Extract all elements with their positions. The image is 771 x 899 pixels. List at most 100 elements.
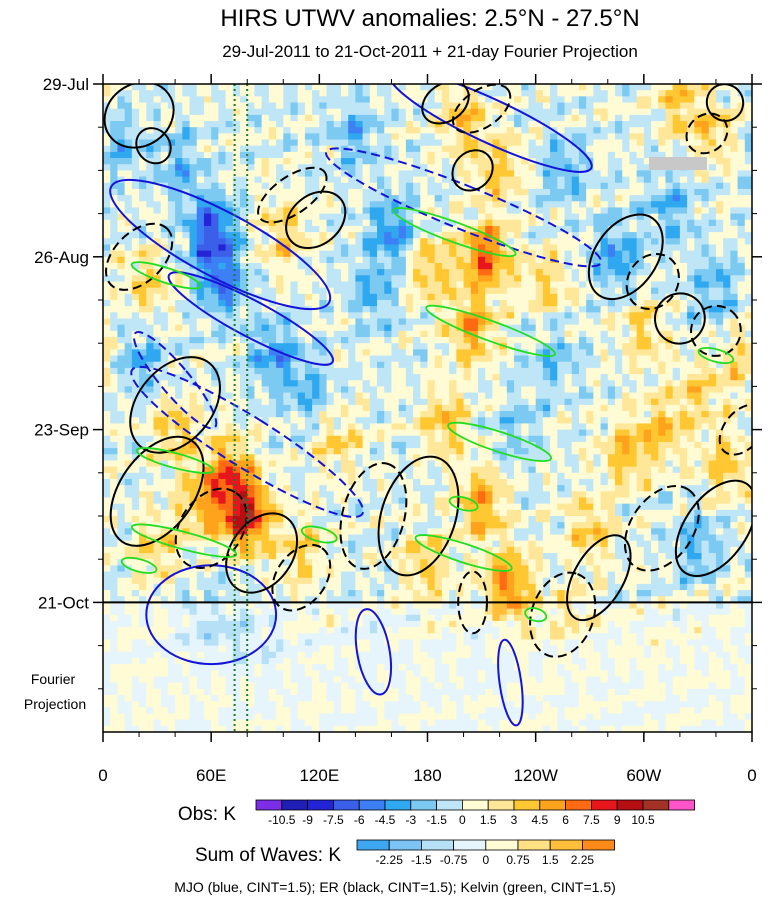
field-cell xyxy=(607,361,616,369)
field-cell xyxy=(196,392,205,400)
field-cell xyxy=(247,90,256,97)
field-cell xyxy=(131,374,140,381)
field-cell xyxy=(355,133,364,141)
field-cell xyxy=(203,330,212,338)
field-cell xyxy=(578,324,587,332)
field-cell xyxy=(131,262,140,270)
field-cell xyxy=(622,139,631,147)
field-cell xyxy=(326,96,335,104)
field-cell xyxy=(723,238,731,246)
field-cell xyxy=(225,417,234,425)
field-cell xyxy=(521,275,530,283)
field-cell xyxy=(304,84,313,91)
field-cell xyxy=(463,306,472,313)
field-cell xyxy=(715,404,724,412)
field-cell xyxy=(600,201,609,209)
field-cell xyxy=(535,102,544,110)
field-cell xyxy=(391,151,400,159)
field-cell xyxy=(672,102,681,110)
field-cell xyxy=(434,355,443,363)
field-cell xyxy=(571,411,580,418)
field-cell xyxy=(247,170,256,178)
field-cell xyxy=(297,337,306,344)
field-cell xyxy=(542,300,551,307)
field-cell xyxy=(312,417,320,425)
field-cell xyxy=(687,330,695,338)
field-cell xyxy=(744,306,752,313)
field-cell xyxy=(261,213,270,221)
field-cell xyxy=(240,312,248,320)
field-cell xyxy=(420,293,429,301)
field-cell xyxy=(586,398,594,406)
field-cell xyxy=(521,343,530,350)
field-cell xyxy=(391,386,400,394)
field-cell xyxy=(391,102,400,110)
field-cell xyxy=(276,355,284,363)
field-cell xyxy=(434,244,443,252)
field-cell xyxy=(312,312,320,320)
field-cell xyxy=(319,287,328,295)
field-cell xyxy=(477,337,486,344)
field-cell xyxy=(203,139,212,147)
field-cell xyxy=(521,386,530,394)
field-cell xyxy=(521,108,530,116)
field-cell xyxy=(146,114,155,122)
field-cell xyxy=(362,404,371,412)
field-cell xyxy=(333,170,342,178)
field-cell xyxy=(485,195,493,202)
field-cell xyxy=(211,133,219,141)
field-cell xyxy=(737,188,746,196)
field-cell xyxy=(153,386,162,394)
field-cell xyxy=(146,96,155,104)
field-cell xyxy=(441,417,450,425)
field-cell xyxy=(369,127,378,134)
field-cell xyxy=(377,127,385,134)
field-cell xyxy=(175,244,183,252)
field-cell xyxy=(196,324,205,332)
field-cell xyxy=(687,417,695,425)
field-cell xyxy=(694,195,703,202)
field-cell xyxy=(103,404,111,412)
field-cell xyxy=(679,108,688,116)
field-cell xyxy=(607,213,616,221)
field-cell xyxy=(211,349,219,357)
field-cell xyxy=(521,256,530,264)
field-cell xyxy=(254,232,263,239)
field-cell xyxy=(506,121,515,128)
field-cell xyxy=(564,219,573,227)
field-cell xyxy=(124,300,133,307)
field-cell xyxy=(240,225,248,233)
field-cell xyxy=(485,96,493,104)
field-cell xyxy=(607,398,616,406)
field-cell xyxy=(701,219,710,227)
field-cell xyxy=(463,250,472,258)
field-cell xyxy=(326,121,335,128)
field-cell xyxy=(463,300,472,307)
field-cell xyxy=(499,306,508,313)
field-cell xyxy=(333,269,342,276)
field-cell xyxy=(326,244,335,252)
field-cell xyxy=(254,404,263,412)
field-cell xyxy=(225,293,234,301)
field-cell xyxy=(485,182,493,190)
field-cell xyxy=(297,417,306,425)
field-cell xyxy=(276,262,284,270)
field-cell xyxy=(744,392,752,400)
field-cell xyxy=(651,355,659,363)
field-cell xyxy=(110,250,119,258)
field-cell xyxy=(225,201,234,209)
field-cell xyxy=(744,262,752,270)
field-cell xyxy=(651,170,659,178)
field-cell xyxy=(276,195,284,202)
field-cell xyxy=(564,238,573,246)
field-cell xyxy=(167,225,176,233)
field-cell xyxy=(290,232,299,239)
field-cell xyxy=(247,108,256,116)
field-cell xyxy=(528,281,537,289)
field-cell xyxy=(254,170,263,178)
field-cell xyxy=(441,121,450,128)
field-cell xyxy=(708,330,717,338)
field-cell xyxy=(225,306,234,313)
field-cell xyxy=(528,102,537,110)
field-cell xyxy=(463,170,472,178)
